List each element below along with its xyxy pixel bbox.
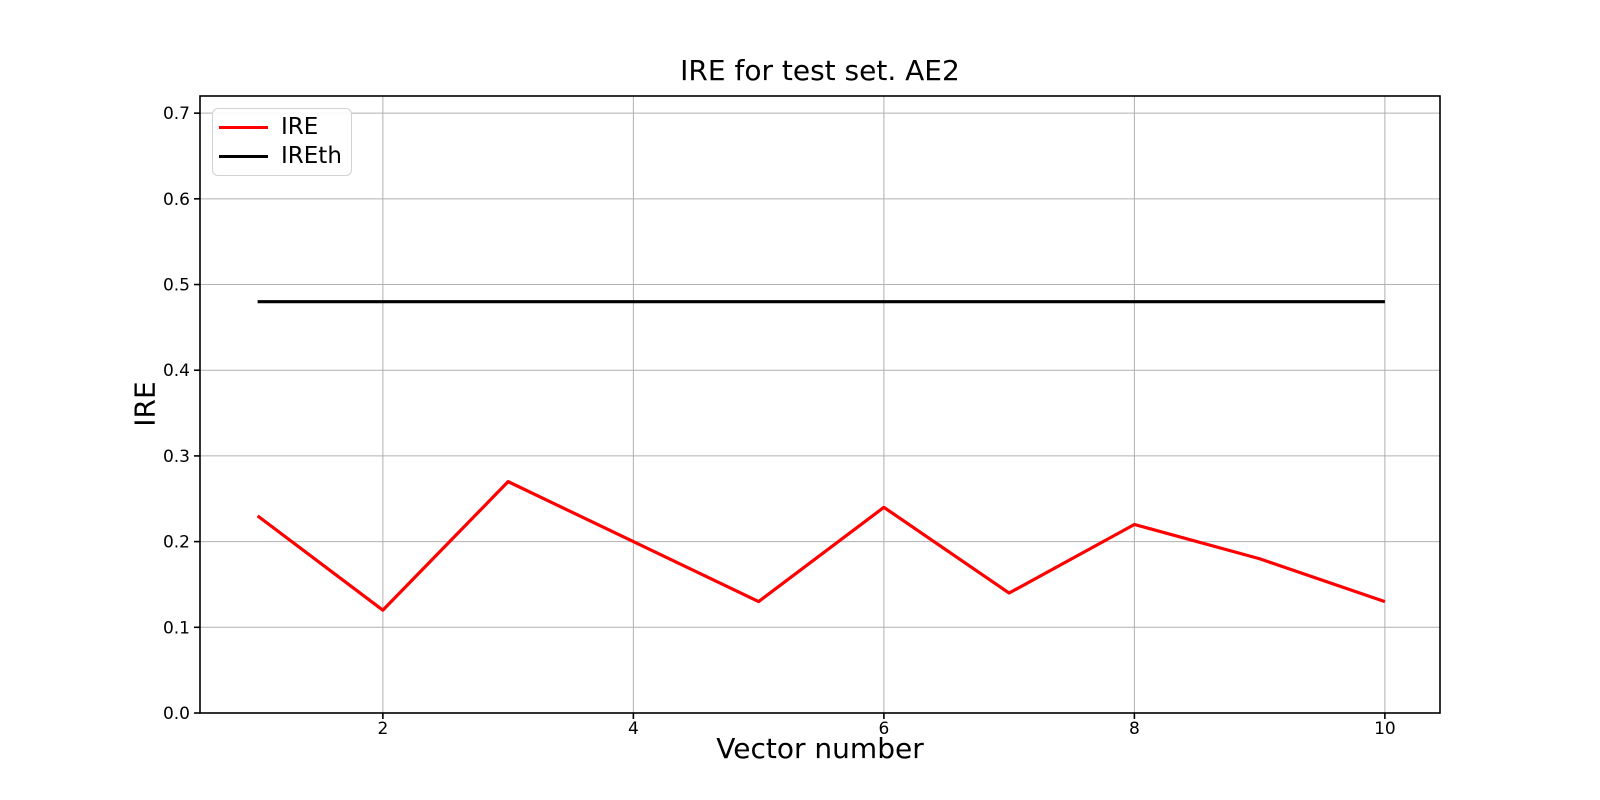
x-axis-label: Vector number	[716, 732, 924, 765]
chart-title: IRE for test set. AE2	[680, 54, 960, 87]
x-tick-label: 2	[377, 719, 388, 739]
y-tick-label: 0.3	[163, 447, 190, 467]
legend-label-ire: IRE	[281, 114, 319, 140]
x-tick-label: 8	[1129, 719, 1140, 739]
y-tick-label: 0.4	[163, 361, 190, 381]
legend-item-ireth: IREth	[219, 142, 343, 171]
legend-item-ire: IRE	[219, 113, 343, 142]
plot-border	[199, 95, 1441, 714]
legend: IRE IREth	[212, 108, 352, 176]
y-tick-label: 0.0	[163, 704, 190, 724]
y-tick-label: 0.2	[163, 533, 190, 553]
y-tick-label: 0.6	[163, 190, 190, 210]
legend-label-ireth: IREth	[281, 143, 342, 169]
x-tick-label: 6	[878, 719, 889, 739]
ire-line	[256, 480, 1386, 612]
y-tick-label: 0.7	[163, 104, 190, 124]
x-tick-label: 10	[1374, 719, 1396, 739]
y-axis-label: IRE	[128, 381, 162, 427]
ireth-line-swatch	[219, 154, 268, 159]
ire-line-swatch	[219, 125, 268, 130]
x-tick-label: 4	[628, 719, 639, 739]
y-tick-label: 0.1	[163, 618, 190, 638]
y-tick-label: 0.5	[163, 276, 190, 296]
